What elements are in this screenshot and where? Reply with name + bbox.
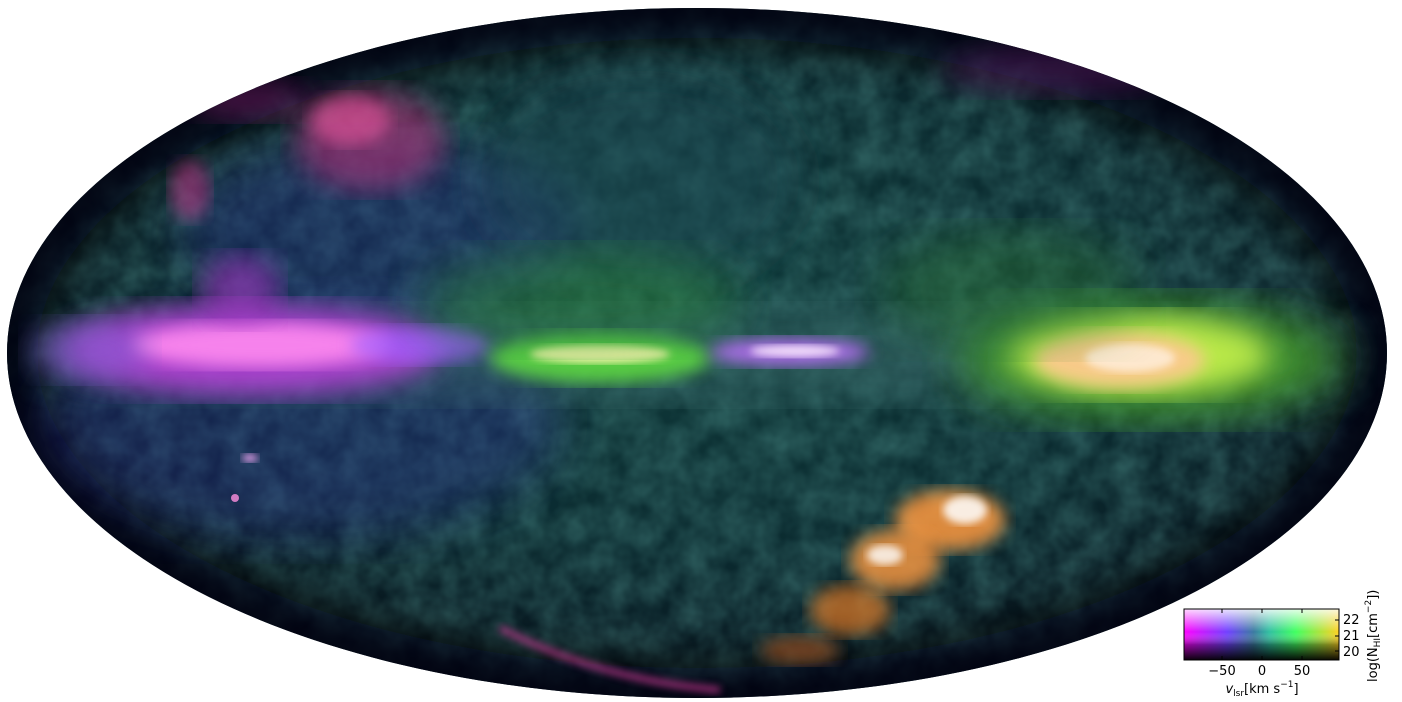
colorbar-y-label: log(NHI[cm−2]) bbox=[1364, 590, 1383, 682]
colorbar-y-tick: 20 bbox=[1343, 645, 1360, 660]
colorbar-x-tick: −50 bbox=[1208, 664, 1235, 679]
colorbar: −50 0 50 vlsr[km s−1] 22 21 20 log(NHI[c… bbox=[1183, 590, 1383, 699]
colorbar-y-tick: 21 bbox=[1343, 629, 1360, 644]
colorbar-y-tick: 22 bbox=[1343, 613, 1360, 628]
colorbar-brightness bbox=[1184, 609, 1339, 660]
colorbar-x-tick: 50 bbox=[1294, 664, 1311, 679]
colorbar-x-label: vlsr[km s−1] bbox=[1225, 680, 1298, 699]
colorbar-x-tick: 0 bbox=[1258, 664, 1266, 679]
